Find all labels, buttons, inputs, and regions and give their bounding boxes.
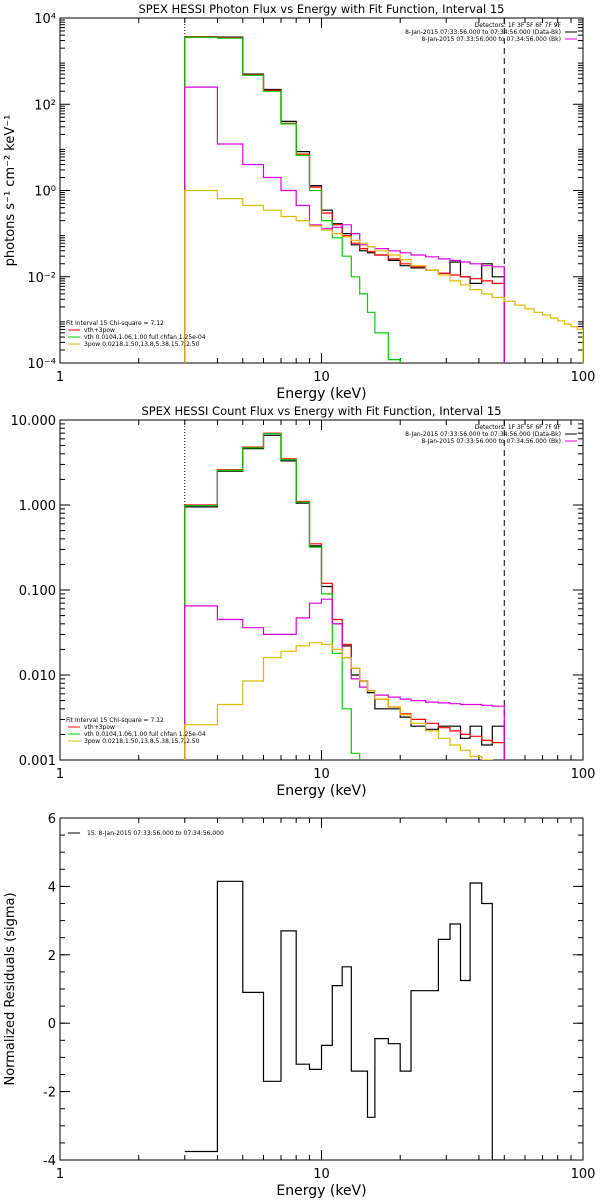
legend-right-entry: Detectors: 1F 3F 5F 6F 7F 9F [475, 22, 562, 29]
x-tick-label: 100 [571, 767, 596, 782]
legend-right-entry: 8-Jan-2015 07:33:56.000 to 07:34:56.000 … [405, 29, 561, 36]
x-axis: 1 10 100 Energy (keV) [56, 18, 596, 402]
panel-3: 1 10 100 Energy (keV) -4 -2 0 2 4 6 Normalized Res… [3, 812, 595, 1199]
y-tick-label: 10² [34, 98, 56, 113]
panel-1: SPEX HESSI Photon Flux vs Energy with Fi… [3, 2, 595, 402]
legend-left-entry: vth 0.0104,1.06,1.00 full chfan 1.25e-04 [84, 334, 206, 341]
legend-left: Fit Interval 15 Chi-square = 7.12vth+3po… [66, 320, 206, 348]
x-axis-label: Energy (keV) [276, 1183, 366, 1199]
series-data-bk [184, 36, 505, 363]
legend-left-entry: vth+3pow [84, 724, 115, 731]
plot-frame [59, 817, 584, 1161]
series-group [184, 880, 505, 1160]
series-vth [184, 36, 401, 363]
legend-right-entry: 8-Jan-2015 07:33:56.000 to 07:34:56.000 … [421, 438, 561, 445]
legend-right-entry: 8-Jan-2015 07:33:56.000 to 07:34:56.000 … [405, 431, 561, 438]
y-axis-label: Normalized Residuals (sigma) [3, 892, 18, 1085]
y-tick-label: 0 [48, 1017, 56, 1032]
x-axis-label: Energy (keV) [276, 386, 366, 402]
y-tick-label: 1.000 [19, 499, 56, 514]
x-tick-label: 10 [313, 767, 330, 782]
legend-left: 15. 8-Jan-2015 07:33:56.000 to 07:34:56.… [68, 830, 224, 837]
y-tick-label: 10⁻² [27, 271, 56, 286]
legend-right-entry: Detectors: 1F 3F 5F 6F 7F 9F [475, 424, 562, 431]
chart-title: SPEX HESSI Count Flux vs Energy with Fit… [141, 404, 501, 418]
y-tick-label: 4 [48, 880, 56, 895]
y-axis: 10⁻⁴ 10⁻² 10⁰ 10² 10⁴ photons s⁻¹ cm⁻² keV⁻¹ [3, 12, 583, 372]
series-3pow [184, 598, 505, 760]
legend-left-entry: vth+3pow [84, 327, 115, 334]
legend-right: Detectors: 1F 3F 5F 6F 7F 9F8-Jan-2015 0… [405, 22, 577, 43]
series-3pow [184, 86, 505, 363]
series-data-bk [184, 434, 505, 760]
x-tick-label: 1 [56, 767, 64, 782]
x-axis: 1 10 100 Energy (keV) [56, 818, 596, 1199]
y-axis-label: photons s⁻¹ cm⁻² keV⁻¹ [3, 115, 18, 267]
y-tick-label: 0.100 [19, 584, 56, 599]
chart-title: SPEX HESSI Photon Flux vs Energy with Fi… [138, 2, 504, 16]
x-tick-label: 10 [313, 370, 330, 385]
series-group [184, 36, 583, 363]
legend-right-entry: 8-Jan-2015 07:33:56.000 to 07:34:56.000 … [421, 36, 561, 43]
legend-left-entry: Fit Interval 15 Chi-square = 7.12 [66, 320, 164, 327]
y-tick-label: -2 [43, 1086, 56, 1101]
x-tick-label: 100 [571, 370, 596, 385]
y-axis: 0.001 0.010 0.100 1.000 10.000 [11, 414, 583, 769]
series-vth-3pow [184, 432, 505, 760]
panel-2: SPEX HESSI Count Flux vs Energy with Fit… [11, 404, 596, 799]
series-background [184, 189, 583, 363]
x-tick-label: 100 [571, 1167, 596, 1182]
x-tick-label: 10 [313, 1167, 330, 1182]
y-tick-label: 6 [48, 812, 56, 827]
y-tick-label: 10.000 [11, 414, 57, 429]
y-tick-label: -4 [43, 1154, 56, 1169]
series-background [184, 642, 493, 760]
x-axis-label: Energy (keV) [276, 783, 366, 799]
series-vth-3pow [184, 36, 505, 363]
y-tick-label: 10⁴ [34, 12, 56, 27]
legend-left-entry: 3pow 0.0218,1.50,13.8,5.38,15.7,2.50 [84, 738, 200, 745]
x-tick-label: 1 [56, 370, 64, 385]
x-axis: 1 10 100 Energy (keV) [56, 420, 596, 799]
series-residuals [184, 880, 505, 1160]
x-tick-label: 1 [56, 1167, 64, 1182]
y-tick-label: 0.010 [19, 669, 56, 684]
y-tick-label: 2 [48, 949, 56, 964]
legend-left-entry: Fit Interval 15 Chi-square = 7.12 [66, 717, 164, 724]
series-group [184, 432, 505, 760]
y-tick-label: 0.001 [19, 754, 56, 769]
y-tick-label: 10⁻⁴ [27, 357, 56, 372]
y-axis: -4 -2 0 2 4 6 Normalized Residuals (sigma) [3, 812, 583, 1169]
series-vth [184, 433, 361, 760]
legend-right: Detectors: 1F 3F 5F 6F 7F 9F8-Jan-2015 0… [405, 424, 577, 445]
legend-left-entry: vth 0.0104,1.06,1.00 full chfan 1.25e-04 [84, 731, 206, 738]
legend-left: Fit Interval 15 Chi-square = 7.12vth+3po… [66, 717, 206, 745]
y-tick-label: 10⁰ [34, 185, 56, 200]
legend-left-entry: 3pow 0.0218,1.50,13.8,5.38,15.7,2.50 [84, 341, 200, 348]
legend-left-entry: 15. 8-Jan-2015 07:33:56.000 to 07:34:56.… [87, 830, 224, 837]
